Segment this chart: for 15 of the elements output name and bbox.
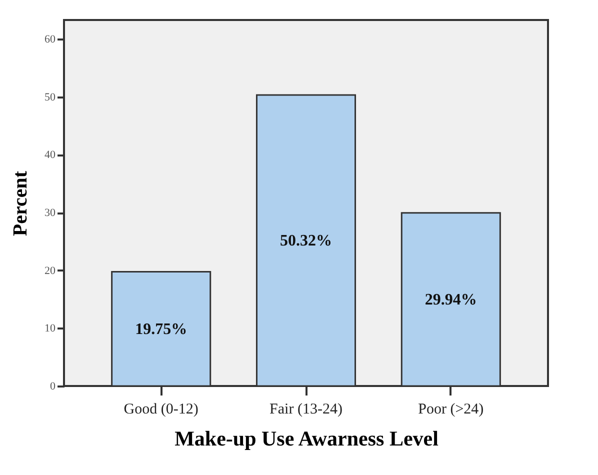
y-tick-label: 20 xyxy=(44,264,56,277)
x-tick-label: Poor (>24) xyxy=(418,402,484,418)
x-axis-title: Make-up Use Awarness Level xyxy=(174,426,439,450)
y-tick-label: 30 xyxy=(44,207,56,220)
data-label: 29.94% xyxy=(424,291,477,308)
y-tick-label: 50 xyxy=(44,91,56,104)
y-tick-label: 60 xyxy=(44,34,56,46)
data-label: 50.32% xyxy=(280,232,332,250)
x-tick-label: Good (0-12) xyxy=(124,402,198,418)
x-tick-label: Fair (13-24) xyxy=(270,402,342,418)
y-tick-label: 10 xyxy=(44,322,56,335)
y-axis-title: Percent xyxy=(10,170,32,236)
y-tick-label: 0 xyxy=(50,380,56,392)
y-tick-label: 40 xyxy=(44,149,56,162)
data-label: 19.75% xyxy=(135,320,188,338)
